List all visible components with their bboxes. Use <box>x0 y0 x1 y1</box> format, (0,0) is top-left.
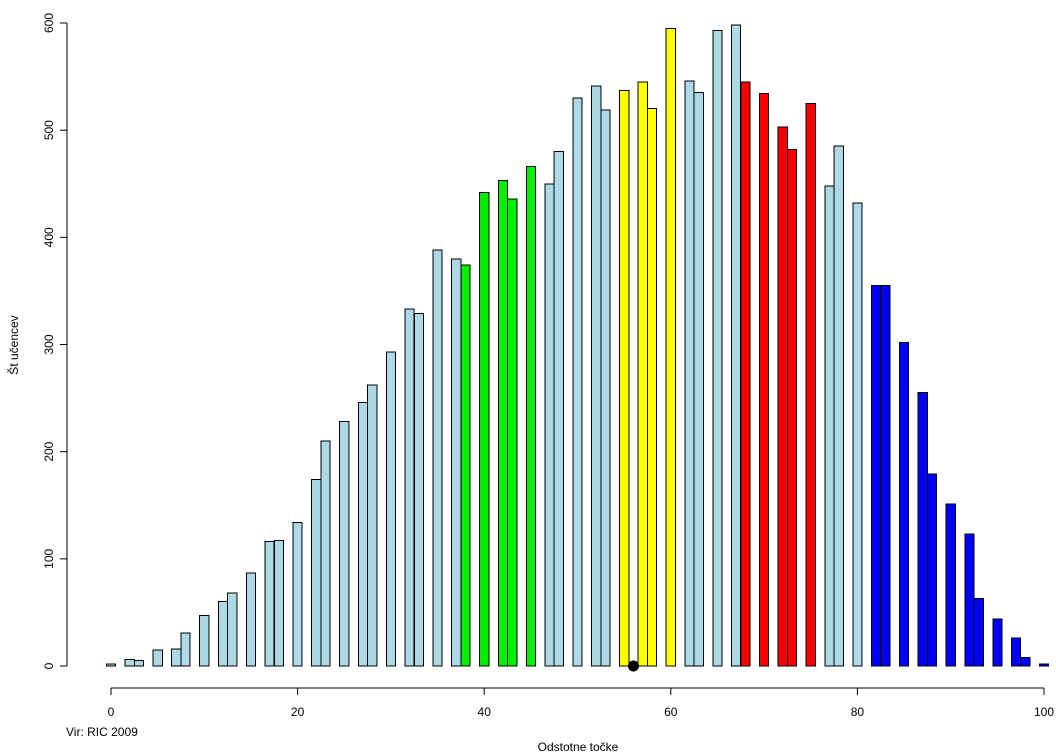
histogram-bar <box>339 421 350 667</box>
histogram-bar <box>171 648 182 667</box>
histogram-bar <box>544 183 555 667</box>
histogram-bar <box>786 148 798 667</box>
histogram-bar <box>199 615 210 667</box>
histogram-bar <box>684 80 695 667</box>
x-tick-label: 60 <box>664 705 678 719</box>
histogram-bar <box>852 202 863 667</box>
histogram-bar <box>740 81 751 667</box>
histogram-bar <box>311 479 322 667</box>
histogram-bar <box>964 533 975 667</box>
y-tick-label: 500 <box>42 120 56 140</box>
histogram-bar <box>759 93 770 667</box>
histogram-bar <box>227 592 238 667</box>
x-axis: 0 20 40 60 80 100 <box>108 687 1054 719</box>
histogram-bar <box>217 601 229 667</box>
histogram-bar <box>572 97 583 667</box>
x-axis-label: Odstotne točke <box>538 740 619 754</box>
histogram-bar <box>413 312 424 667</box>
mean-marker <box>627 660 639 672</box>
histogram-bar <box>479 191 490 667</box>
x-tick-label: 80 <box>851 705 865 719</box>
histogram-bar <box>525 166 536 667</box>
histogram-bar <box>133 660 145 667</box>
histogram-bar <box>320 440 331 667</box>
histogram-bar <box>833 145 844 667</box>
y-tick-label: 100 <box>42 549 56 569</box>
histogram-bar <box>712 30 723 667</box>
bars-layer <box>105 24 1050 667</box>
x-tick-label: 20 <box>291 705 305 719</box>
histogram-bar <box>992 618 1003 667</box>
histogram-bar <box>926 473 938 667</box>
histogram-bar <box>245 572 257 667</box>
histogram-bar <box>497 180 508 667</box>
histogram-bar <box>600 109 611 667</box>
histogram-bar <box>824 185 835 667</box>
histogram-bar <box>357 401 369 667</box>
histogram-bar <box>619 90 630 667</box>
histogram-bar <box>591 85 602 667</box>
histogram-bar <box>898 341 910 667</box>
y-tick-label: 600 <box>42 13 56 33</box>
histogram-bar <box>273 540 285 667</box>
histogram-bar <box>945 503 956 667</box>
histogram-bar <box>870 285 882 667</box>
histogram-bar <box>367 384 378 667</box>
y-tick-label: 400 <box>42 227 56 247</box>
histogram-bar <box>432 249 443 667</box>
histogram-bar <box>460 264 471 667</box>
y-tick-label: 200 <box>42 441 56 461</box>
histogram-bar <box>647 108 658 667</box>
marker-layer <box>627 660 639 672</box>
histogram-bar <box>507 198 518 667</box>
histogram-bar <box>553 151 564 667</box>
histogram-bar <box>693 92 704 667</box>
y-axis: 0 100 200 300 400 500 600 <box>42 13 68 669</box>
histogram-bar <box>264 541 275 667</box>
source-note: Vir: RIC 2009 <box>66 725 138 739</box>
histogram-bar <box>1020 656 1031 667</box>
histogram-bar <box>1010 637 1022 667</box>
histogram-bar <box>777 126 788 667</box>
histogram-bar <box>1038 663 1050 667</box>
x-tick-label: 0 <box>108 705 115 719</box>
y-tick-label: 0 <box>42 662 56 669</box>
histogram-bar <box>404 308 415 667</box>
histogram-bar <box>665 27 676 667</box>
histogram-bar <box>152 649 163 667</box>
histogram-bar <box>917 392 928 667</box>
histogram-bar <box>124 659 135 667</box>
y-tick-label: 300 <box>42 334 56 354</box>
histogram-bar <box>731 24 742 667</box>
y-axis-label: Št učencev <box>6 315 21 374</box>
histogram-bar <box>973 597 984 667</box>
histogram-bar <box>880 285 891 667</box>
x-tick-label: 100 <box>1034 705 1054 719</box>
histogram-bar <box>180 632 191 667</box>
x-tick-label: 40 <box>478 705 492 719</box>
histogram-bar <box>451 258 462 667</box>
histogram-bar <box>292 521 303 667</box>
histogram-bar <box>105 663 117 667</box>
histogram-bar <box>637 81 648 667</box>
histogram-bar <box>805 102 816 667</box>
histogram-bar <box>385 351 396 667</box>
